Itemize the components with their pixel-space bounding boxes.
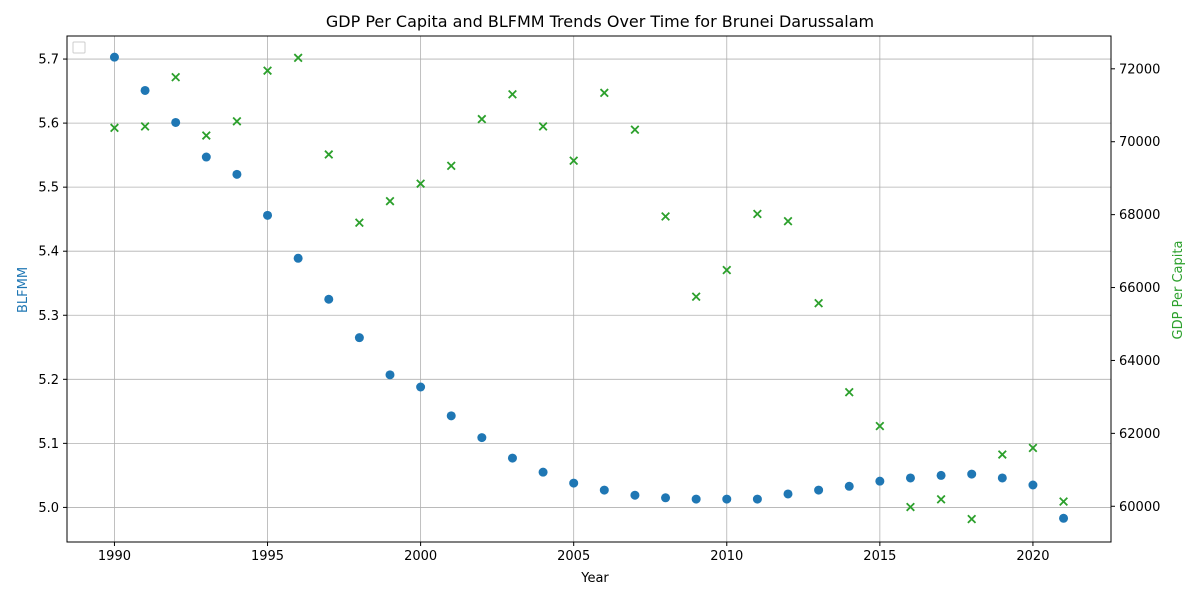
gdp-per-capita-point — [1028, 443, 1038, 453]
gdp-per-capita-point — [293, 53, 303, 63]
gdp-per-capita-point — [171, 72, 181, 82]
left-y-tick-label: 5.7 — [38, 53, 59, 68]
gdp-per-capita-point — [691, 292, 701, 302]
blfmm-point — [201, 152, 211, 162]
left-y-tick-label: 5.6 — [38, 117, 59, 132]
gdp-per-capita-point — [140, 121, 150, 131]
gdp-per-capita-point — [201, 131, 211, 140]
x-tick-label: 2005 — [557, 549, 590, 564]
legend-box — [72, 41, 86, 54]
blfmm-point — [538, 467, 548, 477]
right-y-tick-label: 66000 — [1119, 281, 1160, 296]
x-tick-label: 1995 — [251, 549, 284, 564]
blfmm-point — [507, 453, 517, 463]
blfmm-point — [997, 473, 1007, 483]
gdp-per-capita-point — [630, 125, 640, 135]
grid-layer — [67, 36, 1111, 542]
blfmm-point — [263, 210, 273, 220]
gdp-per-capita-point — [1059, 497, 1068, 506]
chart-title: GDP Per Capita and BLFMM Trends Over Tim… — [326, 12, 874, 31]
left-y-tick-label: 5.1 — [38, 437, 59, 452]
blfmm-point — [905, 473, 915, 483]
gdp-per-capita-point — [569, 156, 579, 166]
gdp-per-capita-point — [936, 494, 946, 504]
blfmm-point — [232, 169, 242, 179]
blfmm-point — [385, 370, 395, 380]
right-y-tick-label: 68000 — [1119, 208, 1160, 223]
left-y-tick-label: 5.0 — [38, 501, 59, 516]
gdp-per-capita-point — [324, 150, 334, 159]
blfmm-point — [140, 85, 150, 95]
gdp-per-capita-point — [752, 209, 762, 219]
right-y-axis-title: GDP Per Capita — [1171, 241, 1186, 340]
gdp-per-capita-point — [385, 196, 395, 206]
blfmm-point — [109, 52, 119, 62]
right-y-tick-label: 70000 — [1119, 135, 1160, 150]
blfmm-point — [967, 469, 977, 479]
blfmm-point — [354, 333, 364, 343]
gdp-per-capita-point — [814, 298, 824, 308]
gdp-per-capita-point — [997, 450, 1007, 459]
blfmm-point — [752, 494, 762, 504]
blfmm-point — [446, 411, 456, 421]
left-y-axis-title: BLFMM — [16, 267, 31, 313]
right-y-tick-label: 72000 — [1119, 62, 1160, 77]
blfmm-point — [1059, 513, 1069, 523]
gdp-per-capita-point — [783, 216, 793, 226]
blfmm-point — [783, 489, 793, 499]
blfmm-point — [814, 485, 824, 495]
blfmm-point — [477, 433, 487, 443]
left-y-tick-label: 5.5 — [38, 181, 59, 196]
blfmm-point — [630, 490, 640, 500]
gdp-per-capita-point — [906, 502, 915, 512]
blfmm-point — [416, 382, 426, 392]
axes-layer — [63, 35, 1115, 546]
blfmm-point — [293, 253, 303, 263]
blfmm-point — [936, 470, 946, 480]
gdp-per-capita-point — [232, 116, 242, 126]
x-tick-label: 2010 — [710, 549, 743, 564]
gdp-per-capita-point — [263, 66, 272, 76]
x-tick-label: 1990 — [98, 549, 131, 564]
blfmm-point — [722, 494, 732, 504]
gdp-per-capita-point — [661, 212, 670, 221]
gdp-per-capita-point — [599, 88, 609, 98]
left-y-tick-label: 5.4 — [38, 245, 59, 260]
right-y-tick-label: 64000 — [1119, 354, 1160, 369]
blfmm-point — [171, 117, 181, 127]
plot-frame — [66, 35, 1112, 543]
gdp-per-capita-point — [538, 121, 548, 131]
marks-layer — [109, 52, 1069, 524]
right-y-tick-label: 60000 — [1119, 500, 1160, 515]
gdp-per-capita-point — [354, 218, 364, 228]
gdp-per-capita-point — [967, 514, 977, 524]
blfmm-point — [324, 294, 334, 304]
gdp-per-capita-point — [477, 114, 487, 124]
x-tick-label: 2000 — [404, 549, 437, 564]
gdp-per-capita-point — [875, 421, 885, 431]
left-y-tick-label: 5.2 — [38, 373, 59, 388]
gdp-per-capita-point — [416, 179, 426, 189]
blfmm-point — [691, 494, 701, 504]
blfmm-point — [599, 485, 609, 495]
blfmm-point — [844, 481, 854, 491]
blfmm-point — [1028, 480, 1038, 490]
gdp-per-capita-point — [844, 387, 854, 397]
gdp-per-capita-point — [110, 123, 119, 133]
labels-layer: 1990 1995 2000 2005 2010 2015 2020 5.0 5.1 5.2 5.3… — [38, 53, 1160, 564]
gdp-per-capita-point — [446, 161, 456, 171]
right-y-tick-label: 62000 — [1119, 427, 1160, 442]
blfmm-point — [875, 476, 885, 486]
blfmm-point — [661, 493, 671, 503]
x-tick-label: 2020 — [1016, 549, 1049, 564]
gdp-per-capita-point — [722, 265, 732, 275]
left-y-tick-label: 5.3 — [38, 309, 59, 324]
blfmm-point — [569, 478, 579, 488]
x-tick-label: 2015 — [863, 549, 896, 564]
x-axis-title: Year — [580, 571, 609, 586]
gdp-per-capita-point — [508, 89, 517, 99]
